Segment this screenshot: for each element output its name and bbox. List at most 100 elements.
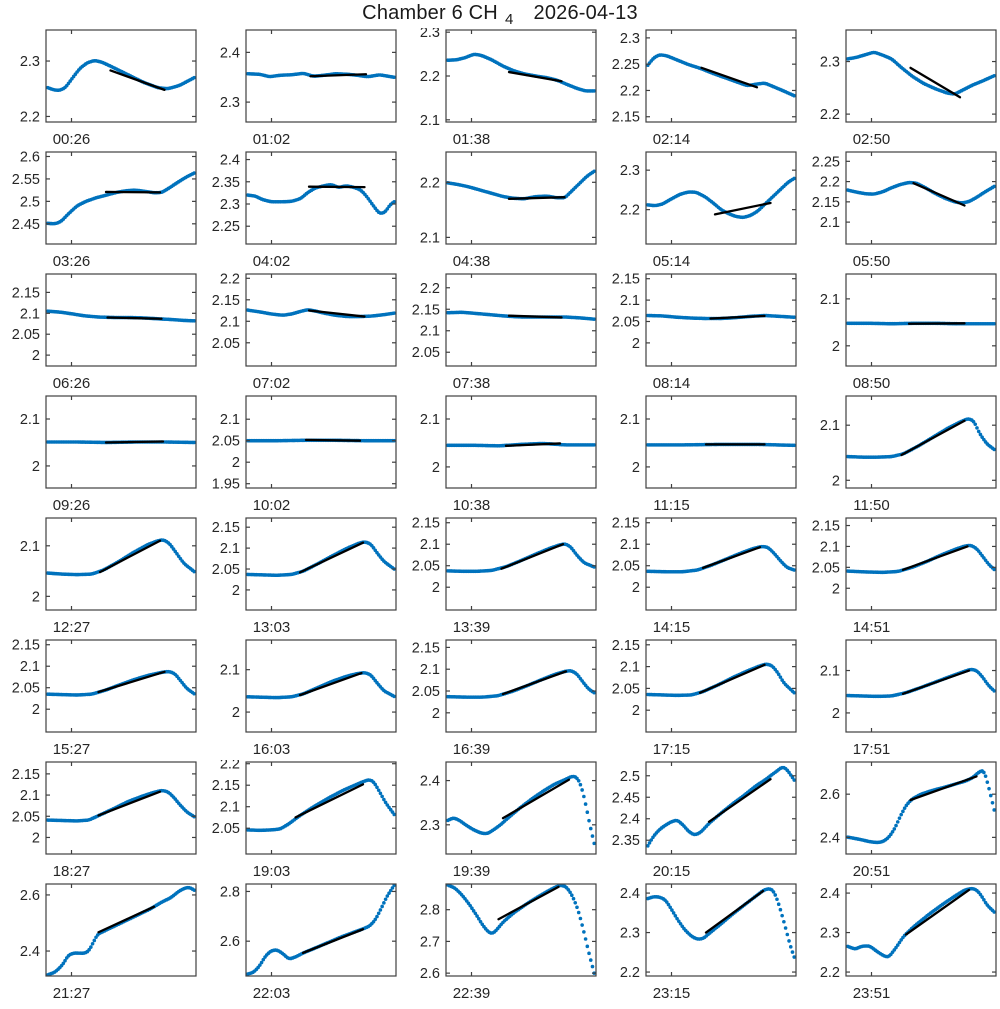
plot-axes xyxy=(645,151,797,245)
subplot-svg: 2 2.1 10:38 xyxy=(420,395,597,514)
subplot-svg: 2 2.05 2.1 2.15 08:14 xyxy=(612,272,797,392)
y-tick-label: 2.1 xyxy=(620,412,640,428)
subplot-13-39: 2 2.05 2.1 2.15 13:39 xyxy=(400,516,600,638)
plot-axes xyxy=(45,761,197,855)
subplot-svg: 2 2.05 2.1 2.15 14:15 xyxy=(612,516,797,636)
subplot-svg: 2.15 2.2 2.25 2.3 02:14 xyxy=(612,29,797,148)
y-tick-label: 2.2 xyxy=(620,83,640,99)
y-tick-label: 2.05 xyxy=(212,336,240,352)
y-tick-label: 2.2 xyxy=(20,109,40,125)
fit-line xyxy=(904,888,971,936)
plot-axes xyxy=(445,761,597,855)
y-tick-label: 2.1 xyxy=(820,215,840,231)
y-tick-label: 2.1 xyxy=(820,539,840,555)
subplot-21-27: 2.4 2.6 21:27 xyxy=(0,882,200,1004)
y-tick-label: 2.15 xyxy=(12,285,40,301)
plot-axes xyxy=(45,151,197,245)
series-dots xyxy=(46,538,196,577)
subplot-svg: 2.25 2.3 2.35 2.4 04:02 xyxy=(212,151,397,270)
plot-axes xyxy=(845,273,997,367)
fit-line xyxy=(504,442,562,447)
y-tick-label: 2.1 xyxy=(820,418,840,434)
y-tick-label: 2.2 xyxy=(420,69,440,85)
subplot-svg: 2.2 2.3 02:50 xyxy=(820,29,997,148)
fit-line xyxy=(298,671,363,697)
subplot-01-38: 2.1 2.2 2.3 01:38 xyxy=(400,25,600,150)
x-time-label: 09:26 xyxy=(53,497,91,514)
plot-axes xyxy=(45,273,197,367)
x-time-label: 18:27 xyxy=(53,863,91,880)
y-tick-label: 2.15 xyxy=(412,640,440,656)
y-tick-label: 2.05 xyxy=(612,314,640,330)
fit-line xyxy=(900,419,966,457)
subplot-19-39: 2.3 2.4 19:39 xyxy=(400,760,600,882)
subplot-svg: 2.35 2.4 2.45 2.5 20:15 xyxy=(612,761,797,880)
subplot-svg: 2 2.1 16:03 xyxy=(220,639,397,758)
plot-axes xyxy=(445,273,597,367)
x-time-label: 07:02 xyxy=(253,375,291,392)
y-tick-label: 2 xyxy=(232,583,240,599)
plot-axes xyxy=(645,639,797,733)
y-tick-label: 2.4 xyxy=(420,774,440,790)
series-dots xyxy=(246,540,396,578)
fit-line xyxy=(97,790,162,817)
y-tick-label: 2.35 xyxy=(212,175,240,191)
y-tick-label: 2.6 xyxy=(220,934,240,950)
y-tick-label: 2.7 xyxy=(420,934,440,950)
subplot-02-14: 2.15 2.2 2.25 2.3 02:14 xyxy=(600,28,800,150)
subplot-svg: 2.2 2.3 05:14 xyxy=(620,151,797,270)
plot-axes xyxy=(645,761,797,855)
plot-axes xyxy=(445,151,597,245)
y-tick-label: 2.15 xyxy=(12,638,40,654)
y-tick-label: 2.1 xyxy=(20,539,40,555)
y-tick-label: 2 xyxy=(32,459,40,475)
y-tick-label: 2.05 xyxy=(612,681,640,697)
plot-axes xyxy=(845,639,997,733)
y-tick-label: 2.1 xyxy=(420,662,440,678)
y-tick-label: 2.2 xyxy=(220,760,240,773)
subplot-08-50: 2 2.1 08:50 xyxy=(800,272,1000,394)
y-tick-label: 2.2 xyxy=(420,281,440,297)
x-time-label: 20:15 xyxy=(653,863,691,880)
x-time-label: 05:14 xyxy=(653,253,691,270)
series-dots xyxy=(246,884,396,976)
series-dots xyxy=(446,441,596,448)
y-tick-label: 2.5 xyxy=(620,769,640,785)
fit-line xyxy=(309,73,368,78)
series-dots xyxy=(646,765,796,848)
y-tick-label: 2.2 xyxy=(620,965,640,981)
subplot-23-51: 2.2 2.3 2.4 23:51 xyxy=(800,882,1000,1004)
plot-axes xyxy=(845,395,997,489)
series-dots xyxy=(46,59,196,93)
x-time-label: 23:51 xyxy=(853,985,891,1002)
series-dots xyxy=(646,662,796,698)
y-tick-label: 2 xyxy=(632,703,640,719)
series-dots xyxy=(446,52,596,93)
y-tick-label: 2.1 xyxy=(220,541,240,557)
subplot-svg: 2.4 2.6 20:51 xyxy=(820,761,997,880)
subplot-16-03: 2 2.1 16:03 xyxy=(200,638,400,760)
y-tick-label: 2.3 xyxy=(820,55,840,71)
y-tick-label: 2.4 xyxy=(20,944,40,960)
y-tick-label: 2.2 xyxy=(220,272,240,287)
series-dots xyxy=(846,50,996,96)
subplot-01-02: 2.3 2.4 01:02 xyxy=(200,28,400,150)
x-time-label: 01:02 xyxy=(253,131,291,148)
y-tick-label: 2.15 xyxy=(412,302,440,318)
y-tick-label: 2.3 xyxy=(420,28,440,41)
x-time-label: 02:14 xyxy=(653,131,691,148)
subplot-22-03: 2.6 2.8 22:03 xyxy=(200,882,400,1004)
x-time-label: 06:26 xyxy=(53,375,91,392)
y-tick-label: 2.05 xyxy=(212,434,240,450)
fit-line xyxy=(909,66,962,99)
subplot-00-26: 2.2 2.3 00:26 xyxy=(0,28,200,150)
x-time-label: 14:51 xyxy=(853,619,891,636)
subplot-svg: 2 2.05 2.1 2.15 06:26 xyxy=(12,273,197,392)
subplot-22-39: 2.6 2.7 2.8 22:39 xyxy=(400,882,600,1004)
y-tick-label: 2.05 xyxy=(412,559,440,575)
y-tick-label: 1.95 xyxy=(212,477,240,493)
plot-axes xyxy=(845,29,997,123)
plot-axes xyxy=(845,151,997,245)
y-tick-label: 2.1 xyxy=(420,412,440,428)
fit-line xyxy=(507,314,563,319)
